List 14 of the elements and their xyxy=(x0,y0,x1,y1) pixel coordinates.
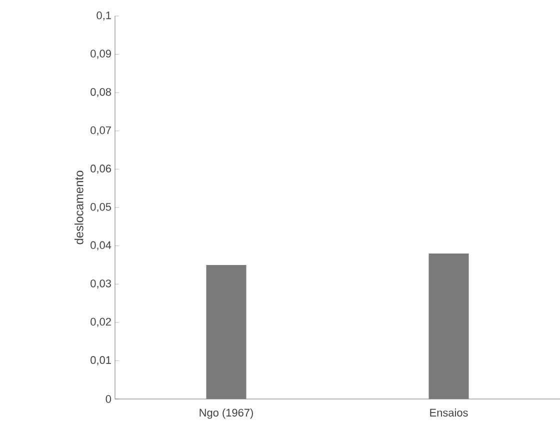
x-tick-label: Ensaios xyxy=(430,408,468,417)
y-tick-label: 0,02 xyxy=(90,318,111,327)
y-tick-label: 0,07 xyxy=(90,126,111,136)
y-tick-label: 0,09 xyxy=(90,50,111,59)
y-axis-title: deslocamento xyxy=(74,170,84,244)
x-tick-label: Ngo (1967) xyxy=(200,408,253,419)
y-tick-label: 0,04 xyxy=(90,241,112,250)
y-tick-label: 0,08 xyxy=(90,88,111,98)
y-tick-label: 0,1 xyxy=(96,11,111,21)
y-tick-label: 0,05 xyxy=(90,202,112,212)
y-tick-label: 0,03 xyxy=(90,280,111,289)
y-tick-label: 0,01 xyxy=(90,356,111,366)
y-tick-label: 0 xyxy=(106,395,112,403)
y-tick-label: 0,06 xyxy=(90,164,111,174)
